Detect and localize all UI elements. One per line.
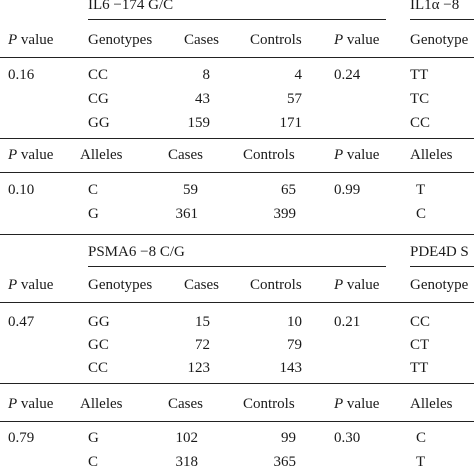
allele: C (88, 454, 99, 470)
p-value-header: P value (8, 277, 54, 293)
cases-header: Cases (184, 32, 219, 48)
rule (0, 138, 474, 139)
p-value: 0.21 (334, 314, 361, 330)
genotypes-header: Genotypes (88, 32, 153, 48)
controls-count: 143 (279, 360, 303, 376)
cases-count: 102 (175, 430, 199, 446)
genotype: CC (88, 67, 109, 83)
genotype: CC (88, 360, 109, 376)
allele: C (88, 182, 99, 198)
allele: C (416, 430, 427, 446)
cases-header: Cases (168, 147, 203, 163)
gene-title-il6: IL6 −174 G/C (88, 0, 174, 13)
allele: T (416, 182, 426, 198)
allele: G (88, 206, 99, 222)
gene-title-pde4d: PDE4D S (410, 244, 469, 260)
genotype: GG (88, 314, 110, 330)
p-value-header: P value (8, 32, 54, 48)
cases-header: Cases (184, 277, 219, 293)
cases-count: 43 (195, 91, 210, 107)
p-value-header: P value (8, 396, 54, 412)
p-value-header: P value (334, 147, 380, 163)
allele: T (416, 454, 426, 470)
cases-count: 361 (175, 206, 199, 222)
alleles-header: Alleles (410, 147, 453, 163)
allele: C (416, 206, 427, 222)
controls-count: 10 (287, 314, 302, 330)
p-value: 0.30 (334, 430, 361, 446)
controls-count: 399 (273, 206, 297, 222)
rule (410, 19, 474, 20)
controls-count: 79 (287, 337, 302, 353)
genotype: TT (410, 67, 429, 83)
cases-count: 8 (202, 67, 211, 83)
controls-header: Controls (250, 277, 302, 293)
rule (0, 383, 474, 384)
rule (410, 266, 474, 267)
cases-count: 159 (187, 115, 211, 131)
genotypes-header: Genotype (410, 277, 469, 293)
alleles-header: Alleles (80, 147, 123, 163)
controls-header: Controls (243, 396, 295, 412)
gene-title-psma6: PSMA6 −8 C/G (88, 244, 185, 260)
p-value: 0.24 (334, 67, 361, 83)
cases-count: 72 (195, 337, 210, 353)
genotype: TT (410, 360, 429, 376)
rule (0, 234, 474, 235)
alleles-header: Alleles (410, 396, 453, 412)
genotype: CC (410, 115, 431, 131)
rule (88, 266, 386, 267)
rule (0, 57, 474, 58)
controls-count: 65 (281, 182, 296, 198)
cases-header: Cases (168, 396, 203, 412)
rule (0, 172, 474, 173)
p-value: 0.16 (8, 67, 35, 83)
p-value: 0.79 (8, 430, 35, 446)
rule (88, 19, 386, 20)
cases-count: 15 (195, 314, 210, 330)
rule (0, 302, 474, 303)
cases-count: 318 (175, 454, 199, 470)
cases-count: 123 (187, 360, 211, 376)
rule (0, 421, 474, 422)
genotypes-header: Genotypes (88, 277, 153, 293)
gene-title-il1a: IL1α −8 (410, 0, 460, 13)
controls-count: 365 (273, 454, 297, 470)
controls-count: 171 (279, 115, 303, 131)
controls-header: Controls (250, 32, 302, 48)
genotype: CG (88, 91, 109, 107)
p-value-header: P value (334, 32, 380, 48)
controls-count: 4 (294, 67, 303, 83)
controls-count: 99 (281, 430, 296, 446)
p-value: 0.47 (8, 314, 35, 330)
genotype: GG (88, 115, 110, 131)
p-value: 0.99 (334, 182, 361, 198)
genotype: CC (410, 314, 431, 330)
controls-count: 57 (287, 91, 302, 107)
genotypes-header: Genotype (410, 32, 469, 48)
p-value-header: P value (334, 277, 380, 293)
p-value-header: P value (8, 147, 54, 163)
p-value: 0.10 (8, 182, 35, 198)
alleles-header: Alleles (80, 396, 123, 412)
cases-count: 59 (183, 182, 198, 198)
controls-header: Controls (243, 147, 295, 163)
genotype: TC (410, 91, 430, 107)
allele: G (88, 430, 99, 446)
p-value-header: P value (334, 396, 380, 412)
genotype: CT (410, 337, 430, 353)
genotype: GC (88, 337, 109, 353)
